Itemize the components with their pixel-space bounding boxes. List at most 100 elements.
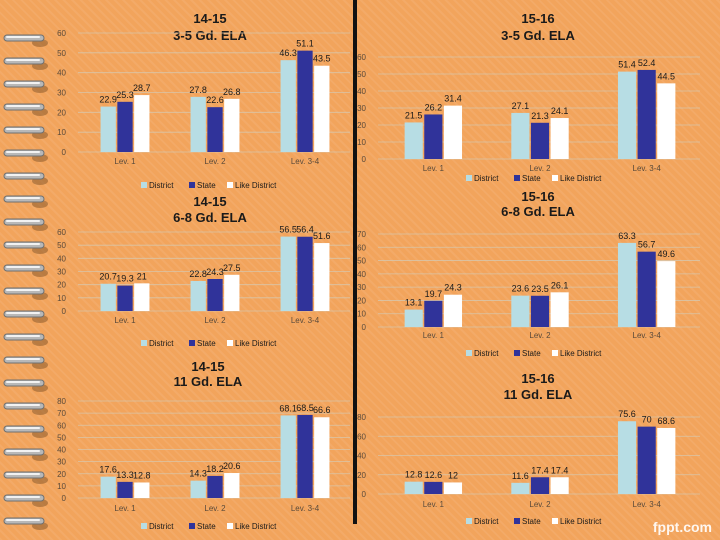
- bar-district: [190, 480, 206, 498]
- data-label: 17.4: [531, 465, 549, 475]
- bar-like-district: [314, 243, 330, 311]
- bar-state: [530, 295, 550, 327]
- legend-label: District: [474, 517, 499, 526]
- bar-like-district: [550, 292, 569, 327]
- ring: [3, 241, 48, 254]
- legend-swatch: [141, 340, 147, 346]
- data-label: 17.6: [99, 465, 117, 475]
- data-label: 24.3: [206, 267, 224, 277]
- data-label: 22.6: [206, 95, 224, 105]
- legend-swatch: [189, 340, 195, 346]
- data-label: 26.8: [223, 87, 241, 97]
- chart-subtitle: 6-8 Gd. ELA: [501, 204, 575, 219]
- chart-title: 14-15: [191, 359, 224, 374]
- y-tick-label: 80: [357, 413, 366, 422]
- ring: [3, 333, 48, 346]
- bar-like-district: [134, 482, 150, 498]
- legend-item: Like District: [227, 339, 277, 348]
- data-label: 68.5: [296, 403, 314, 413]
- data-label: 75.6: [618, 409, 636, 419]
- legend-item: District: [141, 339, 174, 348]
- legend-swatch: [227, 340, 233, 346]
- legend-label: State: [197, 522, 216, 531]
- data-label: 21.5: [405, 110, 423, 120]
- data-label: 12.6: [425, 470, 443, 480]
- bar-like-district: [550, 118, 569, 159]
- data-label: 26.2: [425, 102, 443, 112]
- y-tick-label: 50: [57, 241, 66, 250]
- data-label: 49.6: [658, 249, 676, 259]
- data-label: 23.5: [531, 284, 549, 294]
- ring: [3, 57, 48, 70]
- legend-label: Like District: [560, 349, 602, 358]
- data-label: 13.1: [405, 298, 423, 308]
- legend-label: District: [149, 181, 174, 190]
- y-tick-label: 30: [357, 283, 366, 292]
- legend-item: Like District: [552, 349, 602, 358]
- y-tick-label: 0: [362, 490, 367, 499]
- legend-label: Like District: [235, 522, 277, 531]
- ring: [3, 425, 48, 438]
- y-tick-label: 10: [57, 482, 66, 491]
- chart-subtitle: 3-5 Gd. ELA: [173, 28, 247, 43]
- category-label: Lev. 2: [204, 157, 226, 166]
- legend-label: State: [522, 349, 541, 358]
- bar-district: [404, 481, 423, 494]
- data-label: 66.6: [313, 405, 331, 415]
- bar-like-district: [443, 482, 463, 494]
- category-label: Lev. 2: [529, 500, 551, 509]
- legend-swatch: [466, 350, 472, 356]
- category-label: Lev. 2: [529, 331, 551, 340]
- bar-state: [117, 101, 133, 152]
- y-tick-label: 20: [357, 296, 366, 305]
- data-label: 27.8: [189, 85, 207, 95]
- legend-label: State: [522, 174, 541, 183]
- legend-swatch: [514, 518, 520, 524]
- legend-label: State: [197, 181, 216, 190]
- data-label: 19.7: [425, 289, 443, 299]
- data-label: 12.8: [133, 470, 151, 480]
- y-tick-label: 40: [357, 87, 366, 96]
- ring: [3, 287, 48, 300]
- y-tick-label: 50: [57, 433, 66, 442]
- data-label: 52.4: [638, 58, 656, 68]
- bar-like-district: [657, 427, 676, 494]
- legend-item: District: [141, 181, 174, 190]
- bar-district: [404, 309, 423, 327]
- y-tick-label: 20: [57, 108, 66, 117]
- y-tick-label: 10: [57, 128, 66, 137]
- category-label: Lev. 1: [423, 164, 445, 173]
- bar-state: [530, 477, 550, 494]
- y-tick-label: 60: [57, 29, 66, 38]
- bar-state: [637, 69, 656, 159]
- legend-swatch: [466, 175, 472, 181]
- ring: [3, 402, 48, 415]
- y-tick-label: 60: [57, 421, 66, 430]
- y-tick-label: 40: [357, 452, 366, 461]
- data-label: 27.1: [512, 101, 530, 111]
- y-tick-label: 50: [357, 257, 366, 266]
- legend-swatch: [552, 175, 558, 181]
- bar-district: [404, 122, 423, 159]
- data-label: 17.4: [551, 465, 569, 475]
- ring: [3, 356, 48, 369]
- ring: [3, 310, 48, 323]
- bar-state: [207, 279, 223, 311]
- legend-item: District: [141, 522, 174, 531]
- legend-item: State: [514, 174, 541, 183]
- bar-state: [207, 475, 223, 498]
- data-label: 25.3: [116, 90, 134, 100]
- y-tick-label: 60: [357, 243, 366, 252]
- y-tick-label: 40: [57, 254, 66, 263]
- data-label: 20.6: [223, 461, 241, 471]
- ring: [3, 448, 48, 461]
- legend-label: District: [149, 522, 174, 531]
- legend-label: State: [522, 517, 541, 526]
- data-label: 18.2: [206, 464, 224, 474]
- chart-subtitle: 11 Gd. ELA: [174, 374, 243, 389]
- data-label: 14.3: [189, 469, 207, 479]
- data-label: 12: [448, 470, 458, 480]
- bar-state: [530, 122, 550, 159]
- legend-swatch: [514, 175, 520, 181]
